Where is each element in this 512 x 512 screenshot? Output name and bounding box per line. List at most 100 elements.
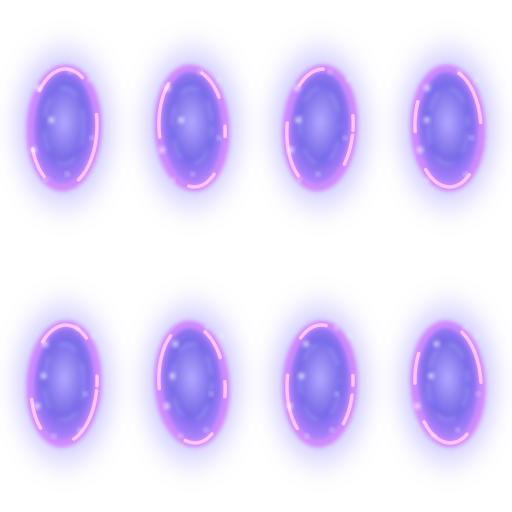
portal-sparkle <box>316 172 320 176</box>
portal-sparkle <box>463 172 467 176</box>
portal-sprite <box>390 288 506 480</box>
portal-sparkle <box>191 172 195 176</box>
portal-sprite <box>134 32 250 224</box>
portal-sprite <box>390 32 506 224</box>
portal-sparkle <box>35 85 41 91</box>
portal-sparkle <box>305 434 309 438</box>
portal-sparkle <box>299 373 305 379</box>
portal-sparkle <box>52 434 56 438</box>
portal-inner-swirl <box>43 87 85 165</box>
portal-inner-swirl <box>299 343 341 421</box>
portal-sparkle <box>343 136 347 140</box>
portal-inner-swirl <box>427 343 469 421</box>
portal-ring-highlight <box>157 67 227 189</box>
portal-sprite <box>134 288 250 480</box>
portal-frame-7 <box>256 256 384 512</box>
portal-sparkle <box>178 117 184 123</box>
portal-sparkle <box>458 70 462 74</box>
portal-sparkle <box>417 147 423 153</box>
portal-sparkle <box>44 178 48 182</box>
portal-sparkle <box>287 403 293 409</box>
portal-sparkle <box>164 403 170 409</box>
portal-ring-highlight <box>157 323 227 445</box>
portal-sparkle <box>334 326 338 330</box>
portal-inner-swirl <box>427 87 469 165</box>
portal-frame-3 <box>256 0 384 256</box>
portal-sparkle <box>65 172 69 176</box>
portal-sparkle <box>476 392 480 396</box>
portal-frame-1 <box>0 0 128 256</box>
portal-core <box>287 70 353 186</box>
portal-sparkle <box>414 403 420 409</box>
portal-sparkle <box>90 136 94 140</box>
portal-sparkle <box>78 428 82 432</box>
portal-frame-6 <box>128 256 256 512</box>
portal-sparkle <box>330 428 334 432</box>
portal-ring-highlight <box>285 67 355 189</box>
portal-core <box>287 326 353 442</box>
portal-sparkle <box>83 392 87 396</box>
portal-sparkle <box>335 392 339 396</box>
portal-sparkle <box>217 78 221 82</box>
portal-sparkle <box>219 334 223 338</box>
portal-sparkle <box>198 70 202 74</box>
portal-sparkle <box>295 117 301 123</box>
portal-inner-swirl <box>171 87 213 165</box>
portal-sparkle <box>68 70 73 74</box>
portal-sparkle <box>217 136 221 140</box>
portal-sparkle <box>91 334 95 338</box>
portal-ring-highlight <box>413 323 483 445</box>
portal-sparkle <box>431 434 435 438</box>
portal-sparkle <box>434 341 440 347</box>
portal-ring-highlight <box>29 323 99 445</box>
portal-sparkle <box>294 85 300 91</box>
portal-sprite <box>262 32 378 224</box>
portal-core <box>415 326 481 442</box>
portal-frame-5 <box>0 256 128 512</box>
portal-sparkle <box>205 326 209 330</box>
portal-sparkle <box>164 85 170 91</box>
portal-sparkle <box>428 373 434 379</box>
portal-sparkle <box>41 373 47 379</box>
portal-sparkle <box>159 147 165 153</box>
portal-frame-2 <box>128 0 256 256</box>
portal-sparkle <box>456 428 460 432</box>
portal-ring-highlight <box>29 67 99 189</box>
portal-sparkle <box>298 178 302 182</box>
portal-sparkle <box>88 78 92 82</box>
portal-sparkle <box>75 326 79 330</box>
portal-inner-swirl <box>171 343 213 421</box>
portal-sparkle <box>346 78 350 82</box>
portal-sparkle <box>171 178 175 182</box>
portal-sparkle <box>48 117 55 123</box>
portal-inner-swirl <box>43 343 85 421</box>
portal-sparkle <box>347 334 352 338</box>
portal-sparkle <box>34 403 41 409</box>
portal-sprite <box>262 288 378 480</box>
portal-sparkle <box>209 392 213 396</box>
portal-sprite <box>6 288 122 480</box>
portal-core <box>159 326 225 442</box>
portal-sparkle <box>42 341 48 347</box>
portal-sparkle <box>178 434 182 438</box>
portal-core <box>159 70 225 186</box>
portal-frame-8 <box>384 256 512 512</box>
portal-sprite <box>6 32 122 224</box>
portal-sparkle <box>303 341 309 347</box>
portal-ring-highlight <box>285 323 355 445</box>
portal-frame-4 <box>384 0 512 256</box>
portal-sparkle <box>475 334 479 338</box>
portal-sparkle <box>464 326 468 330</box>
portal-core <box>31 326 97 442</box>
portal-sparkle <box>425 178 429 182</box>
portal-ring-highlight <box>413 67 483 189</box>
portal-sparkle <box>169 373 176 379</box>
portal-sparkle <box>288 147 294 153</box>
portal-sparkle <box>424 117 430 123</box>
portal-sparkle <box>475 78 479 82</box>
portal-sparkle <box>30 147 37 153</box>
portal-core <box>415 70 481 186</box>
portal-sparkle <box>469 136 473 140</box>
portal-core <box>31 70 97 186</box>
